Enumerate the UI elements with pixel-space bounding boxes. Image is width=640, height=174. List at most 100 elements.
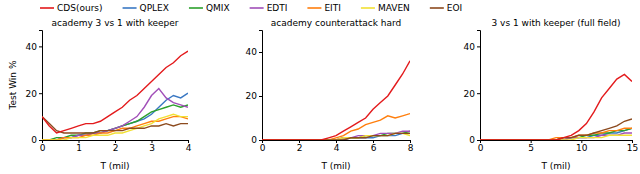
panel-title: academy 3 vs 1 with keeper: [51, 18, 178, 28]
y-tick-label: 40: [464, 42, 476, 52]
x-axis-title: T (mil): [540, 161, 570, 171]
legend-entry: EITI: [307, 3, 341, 13]
legend-label: EDTI: [267, 3, 288, 13]
legend-swatch: [40, 7, 54, 9]
series-line: [262, 133, 410, 140]
y-tick: 40: [246, 47, 262, 57]
series-line: [480, 133, 632, 140]
x-axis-title: T (mil): [320, 161, 350, 171]
x-tick: 2: [297, 140, 303, 153]
panel-title: academy counterattack hard: [271, 18, 401, 28]
series-line: [42, 93, 188, 140]
x-tick: 15: [627, 140, 638, 153]
series-line: [42, 117, 188, 140]
y-tick-mark: [39, 140, 42, 141]
x-tick: 4: [334, 140, 340, 153]
x-tick-label: 0: [260, 143, 266, 153]
y-tick-label: 0: [469, 135, 475, 145]
chart-root: 0123402040academy 3 vs 1 with keeperT (m…: [0, 0, 640, 174]
y-tick: 0: [469, 135, 480, 145]
panel-title: 3 vs 1 with keeper (full field): [492, 18, 621, 28]
x-tick-label: 6: [371, 143, 377, 153]
legend: CDS(ours) QPLEX QMIX EDTI EITI MAVEN EOI: [40, 3, 462, 13]
panel: 0123402040academy 3 vs 1 with keeperT (m…: [8, 18, 192, 171]
legend-label: QPLEX: [140, 3, 169, 13]
series-line: [480, 128, 632, 140]
y-tick: 0: [251, 135, 262, 145]
y-axis-line: [39, 31, 43, 141]
x-tick-label: 4: [186, 143, 192, 153]
x-tick-label: 0: [40, 143, 46, 153]
y-tick-mark: [477, 93, 480, 94]
y-tick-mark: [259, 140, 262, 141]
x-tick: 4: [186, 140, 192, 153]
lines: [42, 51, 188, 140]
panel: 0 5 10 15 0 20 40 3 vs 1 with keeper (full fiel…: [464, 18, 639, 171]
y-tick-mark: [39, 93, 42, 94]
y-tick-mark: [259, 96, 262, 97]
x-axis-title: T (mil): [99, 161, 129, 171]
series-line: [262, 133, 410, 140]
legend-label: MAVEN: [378, 3, 410, 13]
legend-swatch: [307, 7, 321, 9]
y-tick-label: 0: [31, 135, 37, 145]
x-tick: 0: [260, 140, 266, 153]
legend-label: CDS(ours): [57, 3, 103, 13]
lines: [480, 74, 632, 140]
lines: [262, 61, 410, 140]
legend-swatch: [430, 7, 444, 9]
series-line: [42, 51, 188, 133]
x-tick: 1: [76, 140, 82, 153]
legend-swatch: [361, 7, 375, 9]
series-line: [42, 105, 188, 140]
legend-swatch: [250, 7, 264, 9]
series-line: [480, 128, 632, 140]
series-line: [42, 89, 188, 140]
x-tick-label: 1: [76, 143, 82, 153]
y-tick-label: 20: [464, 89, 476, 99]
x-tick: 6: [371, 140, 377, 153]
y-tick: 20: [246, 91, 262, 101]
x-axis: 0 2 4 6 8: [260, 140, 414, 153]
y-tick-label: 20: [246, 91, 258, 101]
x-tick-label: 10: [576, 143, 588, 153]
y-tick-mark: [39, 46, 42, 47]
y-axis-line: [259, 31, 263, 141]
y-tick-label: 0: [251, 135, 257, 145]
x-tick-label: 8: [408, 143, 414, 153]
legend-entry: EDTI: [250, 3, 288, 13]
y-tick-label: 20: [26, 89, 38, 99]
series-line: [42, 114, 188, 140]
series-line: [480, 128, 632, 140]
legend-label: EOI: [447, 3, 462, 13]
x-axis: 0 1 2 3 4: [40, 140, 192, 153]
y-axis: 0 20 40: [246, 31, 263, 146]
legend-label: QMIX: [206, 3, 230, 13]
x-tick: 3: [149, 140, 155, 153]
y-axis: 0 20 40: [464, 31, 481, 146]
y-tick: 0: [31, 135, 42, 145]
x-tick-label: 0: [478, 143, 484, 153]
x-tick-label: 3: [149, 143, 155, 153]
x-tick-label: 2: [113, 143, 119, 153]
x-tick-label: 2: [297, 143, 303, 153]
x-tick: 0: [478, 140, 484, 153]
y-axis: 0 20 40: [26, 31, 43, 146]
series-line: [262, 61, 410, 140]
legend-entry: EOI: [430, 3, 462, 13]
x-tick: 0: [40, 140, 46, 153]
legend-entry: MAVEN: [361, 3, 410, 13]
x-tick: 5: [528, 140, 534, 153]
x-tick: 8: [408, 140, 414, 153]
y-tick: 40: [26, 42, 42, 52]
x-tick: 10: [576, 140, 588, 153]
series-line: [262, 133, 410, 140]
panel: 0 2 4 6 8 0 20 40 academy counterattack hard T (m…: [246, 18, 414, 171]
y-tick-mark: [259, 52, 262, 53]
x-tick-label: 5: [528, 143, 534, 153]
x-tick-label: 15: [627, 143, 638, 153]
legend-entry: CDS(ours): [40, 3, 103, 13]
x-tick-label: 4: [334, 143, 340, 153]
legend-swatch: [189, 7, 203, 9]
legend-swatch: [123, 7, 137, 9]
